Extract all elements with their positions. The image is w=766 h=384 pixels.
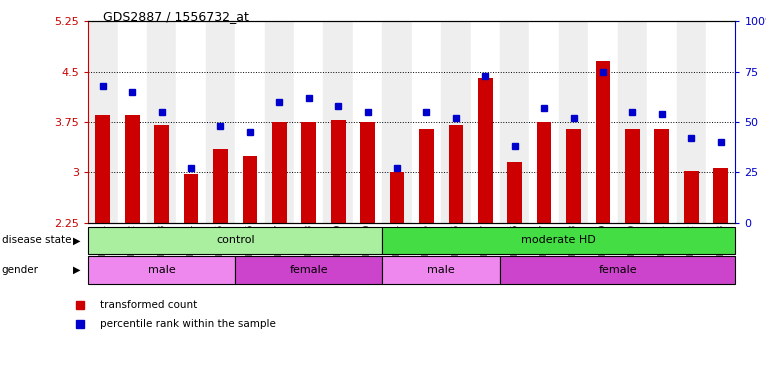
Bar <box>353 21 382 223</box>
Bar <box>117 21 147 223</box>
Bar <box>88 227 382 254</box>
Bar <box>96 115 110 223</box>
Text: disease state: disease state <box>2 235 71 245</box>
Text: ▶: ▶ <box>73 265 80 275</box>
Bar <box>235 256 382 284</box>
Bar <box>235 21 264 223</box>
Text: female: female <box>598 265 637 275</box>
Bar <box>500 256 735 284</box>
Text: ▶: ▶ <box>73 235 80 245</box>
Text: percentile rank within the sample: percentile rank within the sample <box>100 319 276 329</box>
Bar <box>184 174 198 223</box>
Bar <box>684 171 699 223</box>
Bar <box>264 21 294 223</box>
Text: male: male <box>427 265 455 275</box>
Bar <box>323 21 353 223</box>
Bar <box>596 61 611 223</box>
Bar <box>478 78 493 223</box>
Bar <box>125 115 139 223</box>
Bar <box>213 149 228 223</box>
Text: gender: gender <box>2 265 38 275</box>
Bar <box>647 21 676 223</box>
Text: GDS2887 / 1556732_at: GDS2887 / 1556732_at <box>103 10 249 23</box>
Bar <box>382 256 500 284</box>
Bar <box>676 21 706 223</box>
Bar <box>419 129 434 223</box>
Bar <box>88 256 235 284</box>
Text: transformed count: transformed count <box>100 300 197 310</box>
Bar <box>360 122 375 223</box>
Bar <box>654 129 669 223</box>
Bar <box>566 129 581 223</box>
Bar <box>294 21 323 223</box>
Bar <box>559 21 588 223</box>
Bar <box>588 21 617 223</box>
Bar <box>529 21 559 223</box>
Text: control: control <box>216 235 254 245</box>
Bar <box>507 162 522 223</box>
Bar <box>617 21 647 223</box>
Bar <box>449 125 463 223</box>
Bar <box>470 21 500 223</box>
Bar <box>272 122 286 223</box>
Bar <box>706 21 735 223</box>
Text: female: female <box>290 265 328 275</box>
Bar <box>154 125 169 223</box>
Bar <box>500 21 529 223</box>
Bar <box>537 122 552 223</box>
Bar <box>147 21 176 223</box>
Bar <box>206 21 235 223</box>
Bar <box>331 120 345 223</box>
Bar <box>243 156 257 223</box>
Bar <box>382 21 412 223</box>
Bar <box>301 122 316 223</box>
Bar <box>713 168 728 223</box>
Bar <box>88 21 117 223</box>
Text: moderate HD: moderate HD <box>522 235 596 245</box>
Bar <box>390 172 404 223</box>
Bar <box>441 21 470 223</box>
Bar <box>176 21 206 223</box>
Bar <box>412 21 441 223</box>
Text: male: male <box>148 265 175 275</box>
Bar <box>382 227 735 254</box>
Bar <box>625 129 640 223</box>
